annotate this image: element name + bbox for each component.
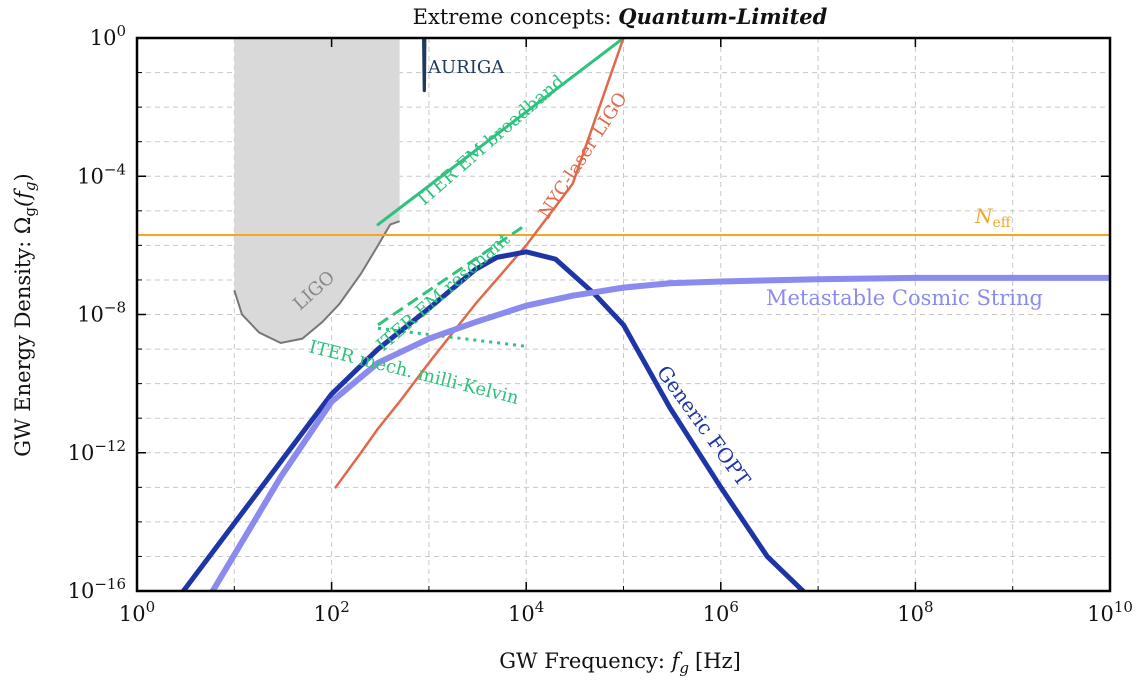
axis-ticks: 100 102 104 106 108 1010 10−16 10−12 10−8 10−4 100	[68, 22, 1133, 626]
shaded-regions	[233, 38, 400, 345]
y-axis-label: GW Energy Density: Ωg(fg)	[11, 173, 39, 457]
y-tick-label: 10−16	[68, 575, 126, 603]
label-neff: Neff	[974, 204, 1012, 231]
label-generic-fopt: Generic FOPT	[652, 361, 756, 491]
series-iter-em-broadband	[376, 38, 625, 227]
label-metastable-cosmic-string: Metastable Cosmic String	[766, 286, 1043, 310]
series-metastable-cosmic-string	[209, 274, 1110, 591]
y-tick-label: 10−12	[68, 437, 126, 465]
region-ligo-edge	[233, 220, 400, 345]
x-tick-label: 1010	[1087, 598, 1133, 626]
chart-title: Extreme concepts: Quantum-Limited	[413, 4, 828, 29]
series-nyc-laser-ligo	[334, 38, 625, 489]
region-ligo-fill	[234, 38, 400, 343]
x-axis-label: GW Frequency: fg [Hz]	[499, 649, 741, 677]
y-tick-label: 10−4	[77, 160, 126, 188]
y-tick-label: 10−8	[77, 299, 126, 327]
series-iter-em-resonant	[377, 223, 528, 327]
x-tick-label: 102	[313, 598, 349, 626]
label-auriga: AURIGA	[427, 57, 505, 78]
chart-title-emphasis: Quantum-Limited	[618, 4, 827, 29]
label-iter-em-broadband: ITER EM broadband	[414, 71, 569, 210]
x-tick-label: 104	[508, 598, 544, 626]
x-tick-label: 100	[119, 598, 155, 626]
y-tick-label: 100	[90, 22, 126, 50]
series-generic-fopt	[180, 249, 806, 591]
x-tick-label: 106	[703, 598, 739, 626]
series-lines	[137, 38, 1110, 591]
x-tick-label: 108	[897, 598, 933, 626]
label-nyc-laser-ligo: NYC-laser LIGO	[535, 89, 632, 223]
series-auriga	[422, 38, 427, 93]
